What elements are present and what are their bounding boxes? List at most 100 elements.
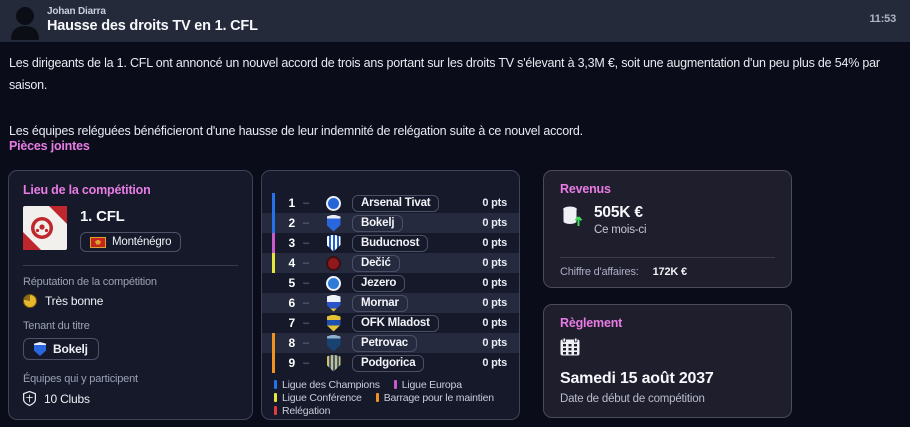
nation-label: Monténégro [112, 236, 172, 248]
points: 0 pts [482, 317, 507, 329]
zone-indicator [272, 353, 275, 373]
zone-indicator [272, 313, 275, 333]
table-row[interactable]: 2– Bokelj 0 pts [262, 213, 519, 233]
teams-count-label: Équipes qui y participent [23, 373, 138, 385]
legend-color-tick [274, 380, 277, 389]
team-name-button[interactable]: Arsenal Tivat [352, 194, 440, 212]
trend-dash: – [303, 197, 309, 209]
table-row[interactable]: 9– Podgorica 0 pts [262, 353, 519, 373]
team-name-button[interactable]: OFK Mladost [352, 314, 439, 332]
legend-color-tick [375, 393, 379, 402]
revenue-period: Ce mois-ci [594, 224, 647, 236]
club-badge-icon [325, 214, 342, 232]
title-holder-label: Tenant du titre [23, 320, 90, 332]
rules-panel-title: Règlement [560, 316, 623, 330]
news-paragraph-1: Les dirigeants de la 1. CFL ont annoncé … [9, 56, 880, 92]
table-row[interactable]: 4– Dečić 0 pts [262, 253, 519, 273]
trend-dash: – [303, 337, 309, 349]
club-badge-icon [325, 334, 342, 352]
legend-color-tick [274, 406, 277, 415]
zone-indicator [272, 293, 275, 313]
legend-item: Barrage pour le maintien [375, 391, 494, 404]
trend-dash: – [303, 237, 309, 249]
competition-panel: Lieu de la compétition 1. CFL Monténégro… [8, 170, 253, 420]
legend-label: Relégation [282, 404, 331, 417]
legend-label: Ligue Conférence [282, 391, 362, 404]
legend-label: Barrage pour le maintien [383, 391, 494, 404]
zone-indicator [272, 213, 275, 233]
avatar [11, 7, 39, 40]
position: 9 [288, 356, 296, 370]
table-row[interactable]: 3– Buducnost 0 pts [262, 233, 519, 253]
news-header: Johan Diarra Hausse des droits TV en 1. … [0, 0, 910, 42]
rules-panel: Règlement Samedi 15 août 2037 Date de dé… [543, 304, 792, 418]
points: 0 pts [482, 277, 507, 289]
points: 0 pts [482, 337, 507, 349]
position: 7 [288, 316, 296, 330]
table-row[interactable]: 8– Petrovac 0 pts [262, 333, 519, 353]
points: 0 pts [482, 237, 507, 249]
club-badge-icon [325, 294, 342, 312]
table-row[interactable]: 1– Arsenal Tivat 0 pts [262, 193, 519, 213]
trend-dash: – [303, 217, 309, 229]
position: 5 [288, 276, 296, 290]
position: 1 [288, 196, 296, 210]
zone-indicator [272, 273, 275, 293]
trend-dash: – [303, 257, 309, 269]
clubs-shield-icon [23, 391, 36, 406]
points: 0 pts [482, 217, 507, 229]
club-badge-icon [325, 195, 342, 211]
reputation-value: Très bonne [45, 294, 104, 308]
table-row[interactable]: 7– OFK Mladost 0 pts [262, 313, 519, 333]
zone-indicator [272, 333, 275, 353]
legend-item: Relégation [274, 405, 330, 417]
trend-dash: – [303, 277, 309, 289]
legend-label: Ligue Europa [401, 378, 462, 391]
nation-button[interactable]: Monténégro [80, 232, 182, 252]
revenue-amount: 505K € [594, 204, 643, 221]
revenue-panel: Revenus 505K € Ce mois-ci Chiffre d'affa… [543, 170, 792, 288]
competition-panel-title: Lieu de la compétition [23, 183, 151, 197]
competition-logo-icon [23, 206, 67, 250]
points: 0 pts [482, 297, 507, 309]
position: 6 [288, 296, 296, 310]
news-paragraph-2: Les équipes reléguées bénéficieront d'un… [9, 124, 583, 138]
competition-name: 1. CFL [80, 208, 125, 225]
timestamp: 11:53 [869, 13, 896, 25]
title-holder-name: Bokelj [53, 342, 88, 356]
team-name-button[interactable]: Jezero [352, 274, 406, 292]
team-name-button[interactable]: Bokelj [352, 214, 404, 232]
club-badge-icon [325, 354, 342, 372]
team-name-button[interactable]: Dečić [352, 254, 400, 272]
reputation-icon [23, 294, 37, 308]
title-holder-button[interactable]: Bokelj [23, 338, 99, 360]
news-title: Hausse des droits TV en 1. CFL [47, 18, 258, 34]
start-date-label: Date de début de compétition [560, 393, 705, 405]
league-table: 1– Arsenal Tivat 0 pts 2– Bokelj 0 pts 3– Buduc… [262, 193, 519, 373]
trend-dash: – [303, 357, 309, 369]
club-badge-icon [325, 275, 342, 291]
position: 8 [288, 336, 296, 350]
team-name-button[interactable]: Petrovac [352, 334, 417, 352]
montenegro-flag-icon [90, 236, 106, 248]
zone-indicator [272, 253, 275, 273]
team-name-button[interactable]: Podgorica [352, 354, 425, 372]
team-name-button[interactable]: Mornar [352, 294, 408, 312]
divider [23, 265, 238, 266]
points: 0 pts [482, 197, 507, 209]
calendar-icon [560, 337, 580, 356]
league-table-panel: 1– Arsenal Tivat 0 pts 2– Bokelj 0 pts 3– Buduc… [261, 170, 520, 420]
position: 2 [288, 216, 296, 230]
bokelj-badge-icon [34, 342, 46, 356]
legend-item: Ligue Europa [393, 378, 462, 391]
trend-dash: – [303, 297, 309, 309]
table-legend: Ligue des Champions Ligue Europa Ligue Con… [262, 378, 519, 417]
author-name: Johan Diarra [47, 6, 106, 17]
competition-start-date: Samedi 15 août 2037 [560, 370, 714, 387]
table-row[interactable]: 6– Mornar 0 pts [262, 293, 519, 313]
table-row[interactable]: 5– Jezero 0 pts [262, 273, 519, 293]
team-name-button[interactable]: Buducnost [352, 234, 429, 252]
zone-indicator [272, 193, 275, 213]
reputation-label: Réputation de la compétition [23, 276, 157, 288]
club-badge-icon [325, 314, 342, 332]
